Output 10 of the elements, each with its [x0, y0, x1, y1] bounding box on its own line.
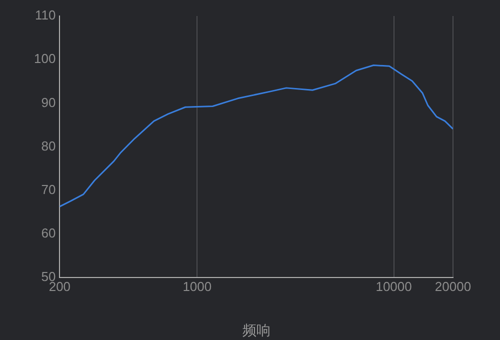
x-tick-label: 20000 [434, 278, 472, 294]
x-tick-label: 10000 [376, 278, 412, 294]
y-tick-label: 60 [41, 226, 56, 241]
y-tick-label: 80 [41, 138, 56, 154]
y-tick-label: 70 [41, 182, 56, 197]
x-tick-label: 1000 [182, 278, 212, 294]
y-tick-label: 100 [34, 51, 56, 66]
y-tick-label: 90 [41, 94, 56, 110]
y-tick-label: 110 [34, 8, 56, 23]
x-axis-title: 频响 [242, 323, 270, 340]
